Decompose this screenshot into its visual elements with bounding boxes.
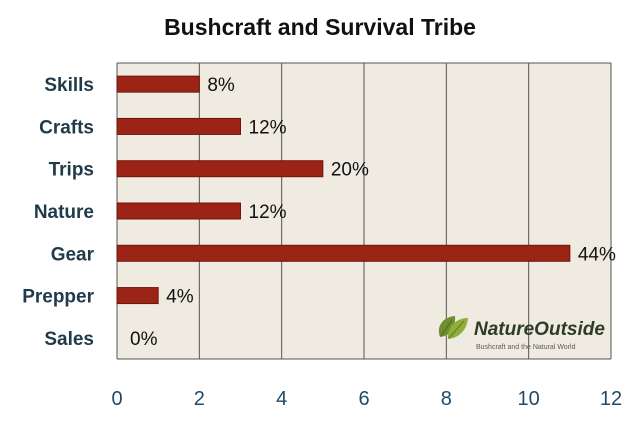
category-label: Gear	[51, 244, 95, 265]
category-label: Sales	[44, 329, 94, 350]
category-label: Nature	[34, 202, 94, 223]
x-tick-label: 4	[276, 388, 287, 410]
bar	[116, 287, 159, 305]
bar	[116, 244, 571, 262]
data-label: 20%	[331, 160, 369, 181]
category-labels: Skills Crafts Trips Nature Gear Prepper Sales	[22, 75, 94, 350]
chart-title: Bushcraft and Survival Tribe	[164, 14, 476, 40]
bar	[116, 117, 241, 135]
watermark-tagline: Bushcraft and the Natural World	[476, 344, 576, 351]
data-label: 4%	[166, 287, 194, 308]
x-tick-label: 0	[111, 388, 122, 410]
x-axis-ticks: 0 2 4 6 8 10 12	[111, 388, 622, 410]
x-tick-label: 10	[518, 388, 540, 410]
data-label: 8%	[207, 75, 235, 96]
x-tick-label: 12	[600, 388, 622, 410]
data-labels: 8% 12% 20% 12% 44% 4% 0%	[130, 75, 616, 350]
data-label: 44%	[578, 244, 616, 265]
data-label: 12%	[249, 117, 287, 138]
x-tick-label: 6	[358, 388, 369, 410]
nature-outside-watermark: NatureOutside Bushcraft and the Natural …	[438, 316, 605, 351]
bar	[116, 202, 241, 220]
bar	[116, 75, 200, 93]
x-tick-label: 8	[441, 388, 452, 410]
data-label: 12%	[249, 202, 287, 223]
category-label: Trips	[49, 160, 94, 181]
data-label: 0%	[130, 329, 158, 350]
gridlines	[116, 62, 612, 360]
watermark-name: NatureOutside	[474, 319, 605, 340]
bar	[116, 160, 324, 178]
x-tick-label: 2	[194, 388, 205, 410]
category-label: Prepper	[22, 287, 94, 308]
bars	[116, 75, 571, 305]
category-label: Skills	[44, 75, 94, 96]
category-label: Crafts	[39, 117, 94, 138]
leaf-icon	[438, 316, 468, 339]
